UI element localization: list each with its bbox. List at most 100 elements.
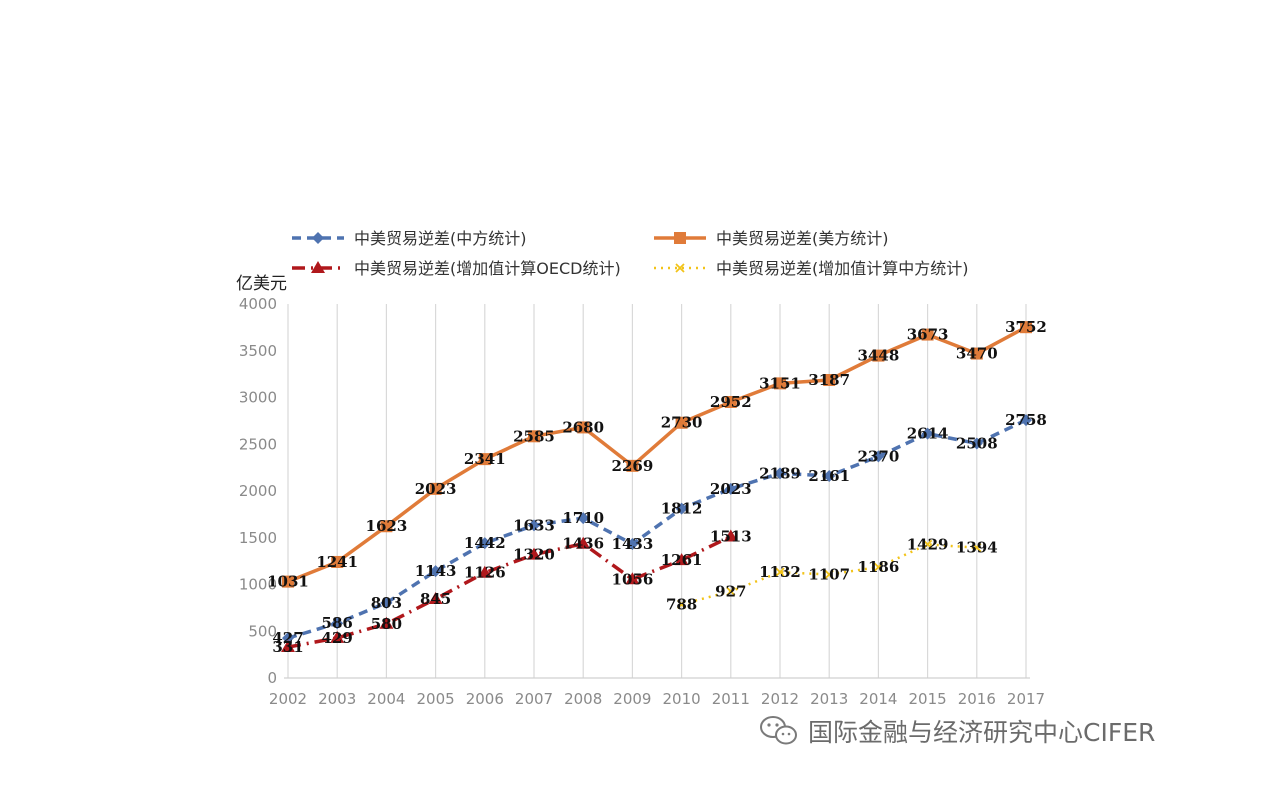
series-1-point-2003 [331, 617, 344, 630]
series-2-label-2004: 1623 [366, 517, 408, 535]
series-2-line [287, 325, 1027, 584]
x-tick-2014: 2014 [859, 690, 897, 708]
x-tick-2003: 2003 [318, 690, 356, 708]
series-2-label-2017: 3752 [1005, 318, 1047, 336]
series-1-label-2014: 2370 [858, 447, 900, 465]
series-3-label-2005: 845 [420, 590, 451, 608]
series-4-point-2016 [972, 543, 982, 553]
series-4-label-2011: 927 [715, 582, 746, 600]
series-2-point-2009 [626, 459, 639, 472]
series-4-label-2014: 1186 [858, 558, 900, 576]
y-tick-500: 500 [248, 622, 277, 640]
series-4-label-2016: 1394 [956, 539, 998, 557]
series-1-label-2008: 1710 [562, 509, 604, 527]
series-3-label-2009: 1056 [612, 570, 654, 588]
legend-item-4: 中美贸易逆差(增加值计算中方统计) [654, 259, 969, 278]
y-tick-1000: 1000 [239, 576, 277, 594]
series-1-line [287, 418, 1027, 640]
series-1-label-2011: 2023 [710, 480, 752, 498]
series-1-point-2004 [380, 596, 393, 609]
legend-marker-1 [312, 232, 324, 244]
series-markers [281, 321, 1032, 653]
series-2-label-2007: 2585 [513, 427, 555, 445]
series-2-label-2006: 2341 [464, 450, 506, 468]
series-2-point-2006 [478, 453, 491, 466]
series-2-point-2008 [577, 421, 590, 434]
series-1-label-2015: 2614 [907, 425, 949, 443]
watermark-text: 国际金融与经济研究中心CIFER [808, 718, 1155, 747]
series-1-label-2005: 1143 [415, 562, 457, 580]
series-1-label-2003: 586 [322, 614, 353, 632]
series-2-point-2005 [429, 482, 442, 495]
series-1-label-2012: 2189 [759, 464, 801, 482]
y-tick-1500: 1500 [239, 529, 277, 547]
series-2-point-2012 [774, 377, 786, 390]
series-2-label-2011: 2952 [710, 393, 752, 411]
x-tick-2008: 2008 [564, 690, 602, 708]
series-1-point-2007 [528, 519, 540, 532]
series-1-label-2013: 2161 [808, 467, 850, 485]
series-3-point-2008 [576, 536, 591, 549]
series-1-point-2008 [577, 512, 590, 525]
legend-marker-2 [674, 232, 686, 244]
series-3-point-2003 [330, 630, 345, 643]
series-4-point-2015 [922, 539, 933, 550]
series-2-label-2005: 2023 [415, 480, 457, 498]
x-tick-2015: 2015 [909, 690, 947, 708]
series-4-label-2012: 1132 [759, 563, 801, 581]
series-2-point-2017 [1020, 321, 1032, 334]
series-2-point-2011 [724, 395, 737, 408]
watermark: 国际金融与经济研究中心CIFER [760, 716, 1155, 747]
series-1-label-2006: 1442 [464, 534, 506, 552]
series-3-label-2010: 1261 [661, 551, 703, 569]
series-4-point-2012 [775, 567, 785, 577]
x-tick-2006: 2006 [466, 690, 504, 708]
series-3-point-2005 [428, 591, 443, 604]
series-3-point-2006 [477, 565, 492, 578]
series-3-label-2004: 580 [371, 615, 402, 633]
y-tick-3500: 3500 [239, 342, 277, 360]
series-2-point-2010 [675, 416, 688, 429]
series-2-point-2013 [823, 374, 836, 387]
series-2-point-2014 [872, 349, 885, 362]
series-3-point-2004 [379, 616, 394, 629]
series-2-label-2003: 1241 [316, 553, 358, 571]
x-tick-2005: 2005 [417, 690, 455, 708]
x-tick-2010: 2010 [663, 690, 701, 708]
series-2-point-2016 [970, 347, 983, 360]
series-2-label-2016: 3470 [956, 345, 998, 363]
series-1-point-2017 [1020, 414, 1032, 427]
series-1-point-2016 [970, 437, 983, 450]
series-3-point-2007 [527, 547, 541, 560]
series-2-point-2015 [921, 328, 934, 341]
series-1-point-2013 [823, 469, 836, 482]
series-1-point-2014 [872, 450, 885, 463]
series-3-label-2008: 1436 [562, 535, 604, 553]
x-tick-2012: 2012 [761, 690, 799, 708]
legend-label-4: 中美贸易逆差(增加值计算中方统计) [716, 259, 969, 278]
series-1-point-2011 [724, 482, 737, 495]
series-2-label-2002: 1031 [267, 573, 309, 591]
series-2-label-2014: 3448 [858, 347, 900, 365]
legend-label-3: 中美贸易逆差(增加值计算OECD统计) [354, 259, 621, 278]
series-3-label-2003: 429 [322, 629, 353, 647]
series-1-point-2006 [478, 537, 491, 550]
series-3-label-2011: 1513 [710, 528, 752, 546]
series-1-point-2005 [429, 565, 442, 578]
series-2-label-2012: 3151 [759, 374, 801, 392]
series-3-point-2002 [281, 640, 295, 653]
wechat-icon [760, 716, 797, 745]
grid-lines [287, 304, 1027, 678]
series-1-point-2002 [282, 632, 294, 645]
legend-marker-3 [311, 261, 325, 273]
series-1-label-2017: 2758 [1005, 411, 1047, 429]
y-tick-2500: 2500 [239, 435, 277, 453]
series-1-point-2015 [921, 427, 934, 440]
series-2-label-2009: 2269 [612, 457, 654, 475]
series-2-point-2007 [528, 430, 540, 443]
legend-label-2: 中美贸易逆差(美方统计) [716, 229, 889, 248]
y-tick-0: 0 [267, 669, 277, 687]
legend: 中美贸易逆差(中方统计) 中美贸易逆差(美方统计) 中美贸易逆差(增加值计算OECD… [292, 229, 969, 278]
series-4-point-2011 [726, 586, 736, 596]
